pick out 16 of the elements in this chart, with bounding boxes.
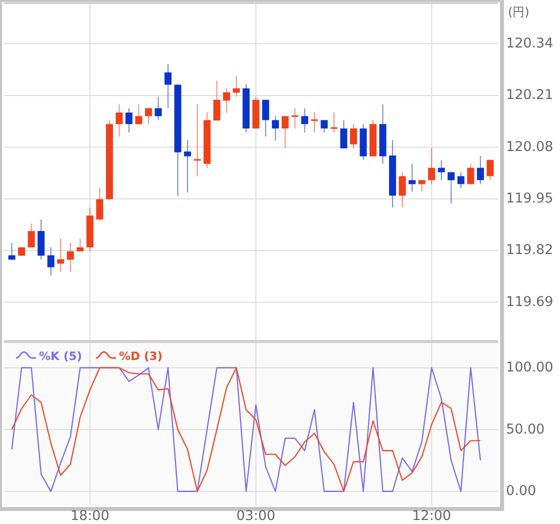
y-tick-label: 119.95 bbox=[506, 190, 554, 207]
y-tick-label: 100.00 bbox=[506, 359, 554, 376]
legend-label: %D (3) bbox=[118, 349, 163, 363]
y-tick-label: 120.21 bbox=[506, 87, 554, 104]
y-tick-label: 50.00 bbox=[506, 421, 545, 438]
y-tick-label: 120.08 bbox=[506, 138, 554, 155]
x-tick-label: 03:00 bbox=[236, 508, 276, 524]
x-tick-label: 12:00 bbox=[412, 508, 452, 524]
y-tick-label: 119.82 bbox=[506, 242, 554, 258]
y-tick-label: 120.34 bbox=[506, 35, 554, 52]
x-tick-label: 18:00 bbox=[70, 508, 110, 524]
y-axis-title: (円) bbox=[508, 5, 530, 19]
y-tick-label: 119.69 bbox=[506, 294, 554, 310]
legend-label: %K (5) bbox=[39, 349, 82, 363]
y-tick-label: 0.00 bbox=[506, 483, 536, 500]
line-series bbox=[11, 367, 482, 492]
